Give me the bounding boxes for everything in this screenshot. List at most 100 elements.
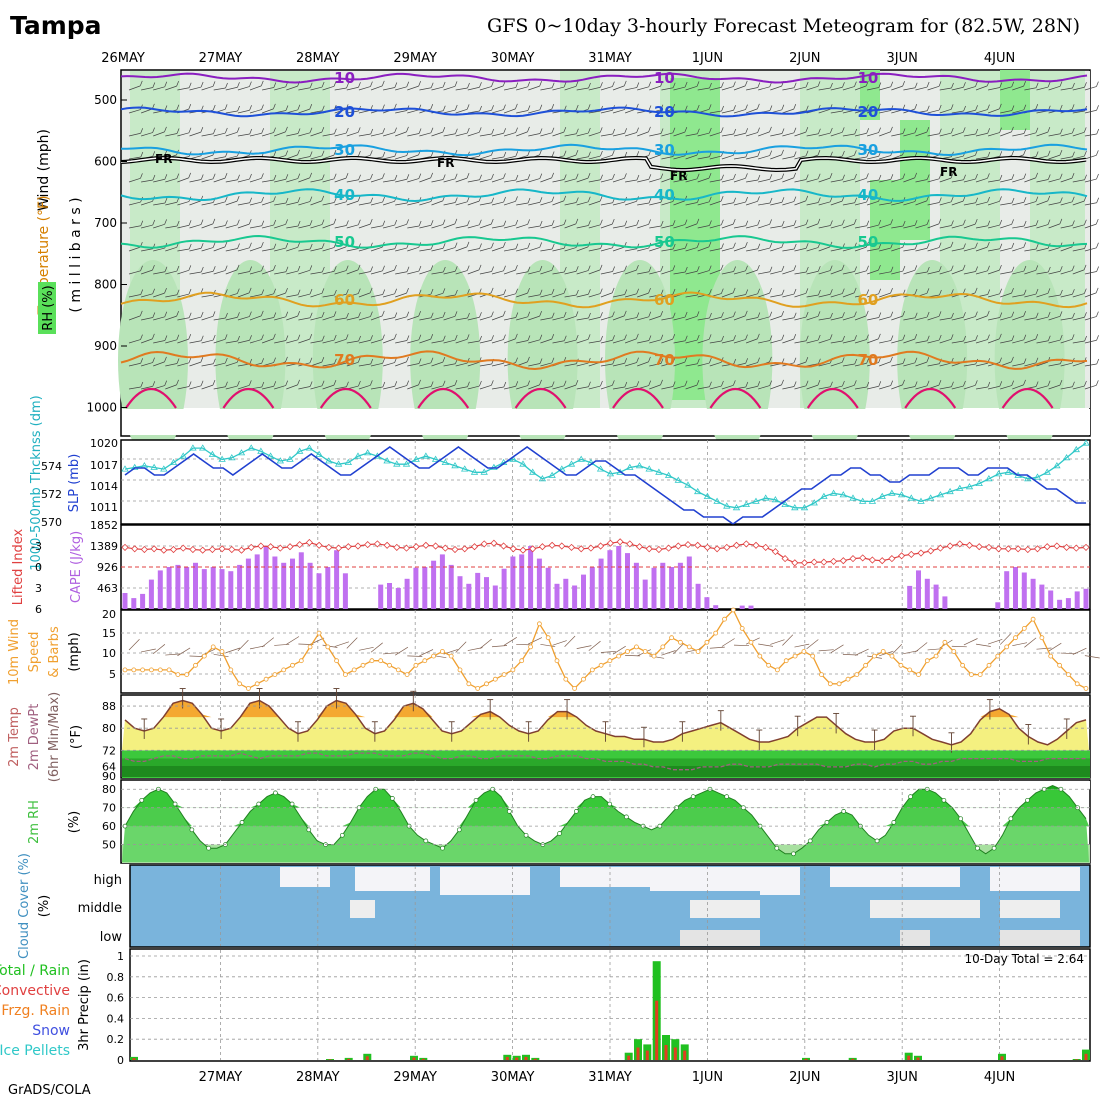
wind-barb — [879, 271, 892, 275]
precip-legend-item: Snow — [32, 1023, 70, 1039]
wind-barb-flag — [515, 333, 518, 340]
wind-barb — [322, 178, 335, 183]
thickness-point — [538, 475, 547, 482]
wind-barb-flag — [563, 311, 567, 318]
wind-barb-flag — [914, 265, 918, 271]
wind-barb — [165, 178, 177, 183]
wind-barb-flag — [588, 220, 591, 226]
wind-barb-flag — [612, 380, 615, 386]
cape-bar — [157, 570, 163, 609]
wind-barb-flag — [539, 173, 543, 179]
wind-barb-flag — [745, 265, 748, 271]
rh-point — [824, 820, 830, 825]
wind-barb — [491, 132, 504, 137]
wind-barb — [322, 202, 335, 206]
wind-barb — [552, 293, 565, 298]
wind-barb-flag — [563, 219, 567, 225]
wind-barb — [879, 155, 891, 160]
lifted-index-point — [267, 543, 275, 551]
wind-barb-flag — [1011, 335, 1015, 341]
wind-barb — [721, 109, 734, 114]
wind-barb — [661, 87, 674, 91]
wind-barb-flag — [890, 81, 894, 87]
wind-barb-flag — [345, 334, 349, 340]
wind-barb — [818, 246, 831, 252]
wind-barb — [842, 178, 855, 183]
wind-barb — [612, 294, 625, 298]
wind-barb-flag — [370, 380, 373, 386]
slp-tick-1017: 1017 — [90, 459, 118, 472]
wind-barb-flag — [769, 105, 773, 111]
wind-barb-flag — [515, 174, 519, 181]
wind-barb-flag — [333, 81, 337, 87]
thickness-point — [286, 455, 294, 462]
wind10-point — [819, 672, 824, 677]
wind-barb-flag — [709, 357, 712, 364]
wind-barb-flag — [176, 358, 180, 364]
wind-barb-flag — [273, 312, 277, 318]
wind10-point — [916, 672, 921, 677]
wind-barb — [249, 132, 262, 137]
thickness-point — [169, 458, 178, 465]
thickness-point — [402, 460, 411, 467]
isotherm-label-20: 20 — [857, 103, 878, 121]
wind-barb — [891, 315, 903, 321]
wind-barb — [1048, 154, 1061, 160]
wind-barb-flag — [865, 80, 869, 87]
isotherm-label-30: 30 — [654, 141, 675, 159]
wind-barb — [189, 385, 202, 390]
wind-barb-flag — [781, 149, 784, 156]
wind-barb-flag — [805, 195, 809, 202]
wind-barb — [1060, 177, 1073, 183]
wind-barb — [540, 317, 553, 321]
cape-bar — [422, 567, 428, 609]
wind10-point — [290, 662, 295, 668]
wind10-barb — [152, 644, 166, 654]
slp-tick-1020: 1020 — [90, 437, 118, 450]
wind10-barb — [987, 638, 1003, 645]
wind-barb — [903, 132, 916, 137]
wind-barb-flag — [1047, 380, 1051, 386]
wind-barb — [358, 339, 371, 344]
wind-barb — [395, 247, 407, 252]
wind10-point — [880, 649, 886, 654]
cloud-high — [440, 867, 530, 895]
wind10-barb — [286, 636, 300, 645]
wind-barb-flag — [890, 335, 894, 341]
wind-barb-flag — [575, 266, 579, 272]
wind-barb — [588, 340, 601, 344]
wind-barb — [975, 201, 988, 206]
isotherm-80-arc — [904, 388, 957, 409]
wind10-point — [237, 681, 243, 687]
wind10-label-line: Speed — [27, 632, 42, 673]
wind-barb-flag — [950, 241, 954, 248]
wind-barb-flag — [914, 312, 918, 318]
wind-barb — [479, 271, 492, 275]
wind-barb-flag — [1084, 335, 1087, 342]
wind10-barb — [237, 639, 249, 652]
wind-barb — [552, 131, 564, 137]
wind-barb-flag — [600, 219, 603, 225]
wind-barb-flag — [261, 128, 265, 134]
wind-barb-flag — [975, 197, 979, 203]
wind-barb — [939, 87, 952, 91]
wind-barb — [310, 110, 323, 114]
wind-barb-flag — [200, 311, 204, 318]
wind-barb — [552, 224, 565, 229]
wind-barb-flag — [757, 82, 761, 88]
wind-barb-flag — [406, 174, 410, 180]
wind10-barb — [1024, 637, 1037, 648]
wind-barb-flag — [926, 174, 930, 180]
wind-barb-flag — [854, 266, 857, 272]
wind-barb-flag — [575, 334, 579, 341]
wind-barb — [903, 224, 916, 229]
wind10-point — [739, 626, 745, 631]
wind-barb-flag — [369, 218, 373, 225]
wind-barb — [806, 86, 819, 91]
wind-barb — [443, 270, 456, 275]
wind-barb — [431, 86, 444, 91]
lifted-index-point — [189, 545, 197, 554]
thickness-point — [198, 444, 207, 451]
wind-barb-flag — [817, 149, 821, 156]
wind-barb — [237, 109, 250, 114]
